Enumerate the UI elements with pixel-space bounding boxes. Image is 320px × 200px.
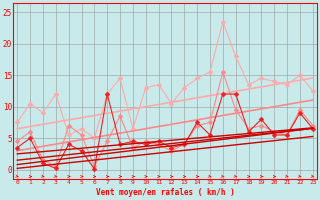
X-axis label: Vent moyen/en rafales ( km/h ): Vent moyen/en rafales ( km/h ): [96, 188, 234, 197]
